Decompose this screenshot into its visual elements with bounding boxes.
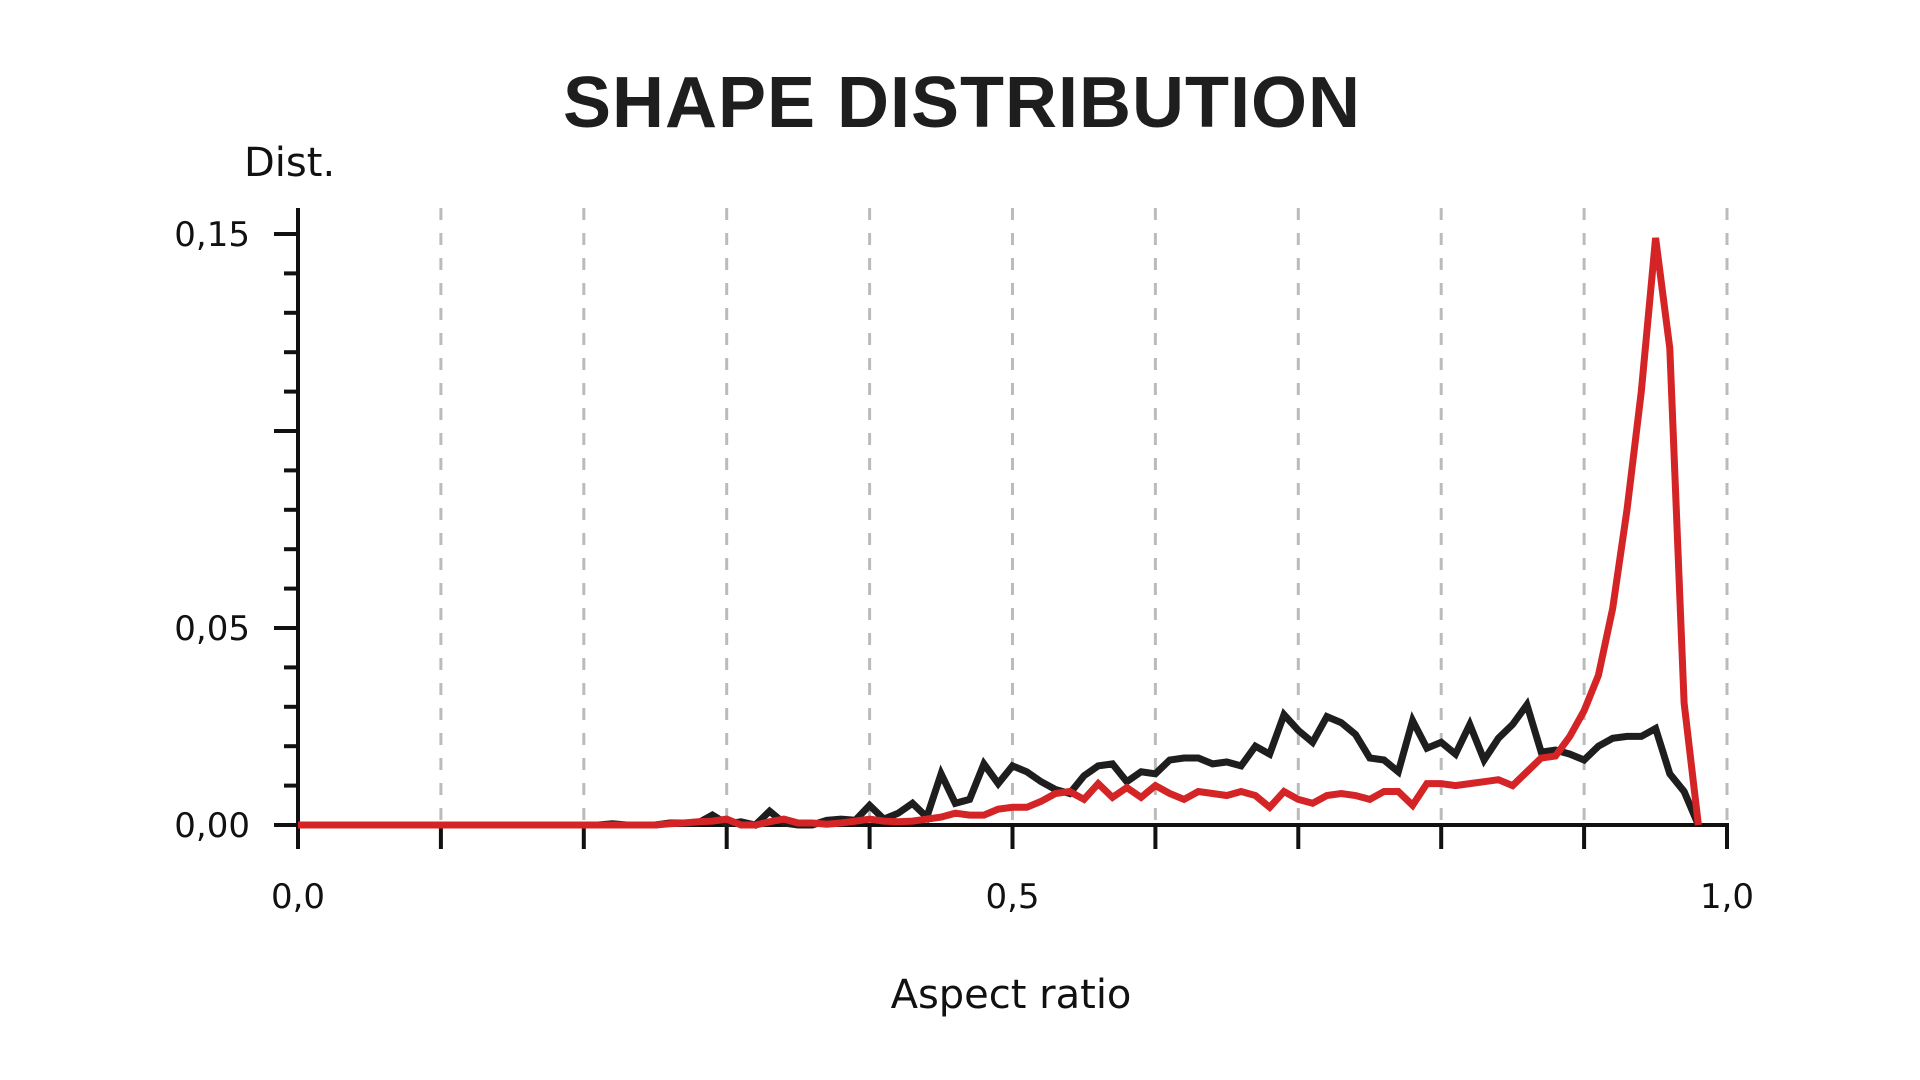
y-axis-label: Dist. — [244, 140, 335, 186]
x-tick-label: 0,0 — [271, 877, 325, 917]
series-lines — [298, 237, 1702, 829]
chart-title: SHAPE DISTRIBUTION — [563, 63, 1361, 143]
axes — [274, 208, 1729, 849]
series-line-2 — [298, 237, 1702, 829]
y-tick-label: 0,15 — [174, 215, 250, 255]
x-tick-label: 0,5 — [985, 877, 1039, 917]
y-tick-label: 0,05 — [174, 609, 250, 649]
x-tick-label: 1,0 — [1700, 877, 1754, 917]
grid — [439, 208, 1729, 825]
y-tick-label: 0,00 — [174, 806, 250, 846]
x-axis-label: Aspect ratio — [891, 972, 1132, 1018]
tick-labels: 0,0 0,5 1,0 0,00 0,05 0,15 — [174, 215, 1754, 917]
